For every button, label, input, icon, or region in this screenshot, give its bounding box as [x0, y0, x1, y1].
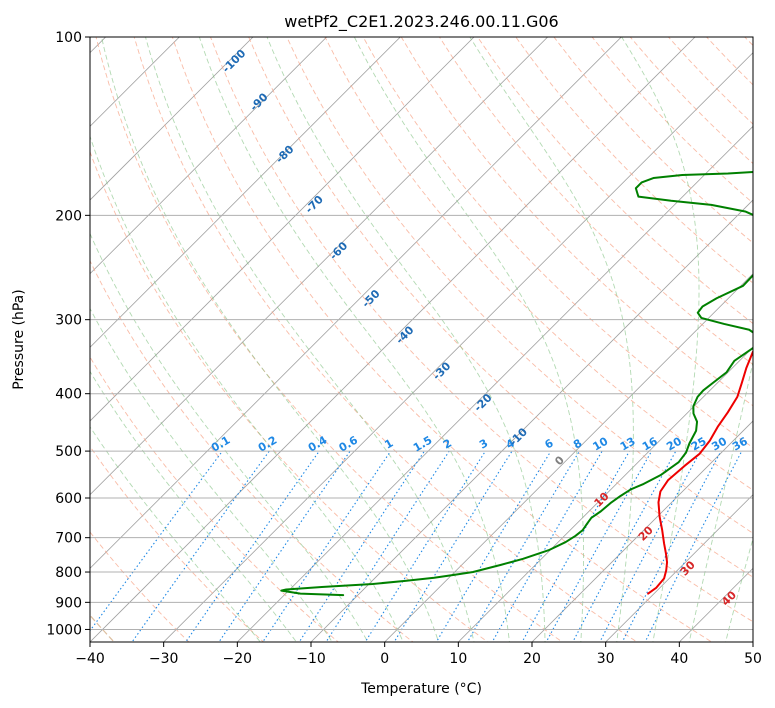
moist-adiabat-line — [725, 536, 753, 642]
x-tick-label: 10 — [449, 651, 467, 667]
isotherm-line — [531, 420, 753, 642]
x-axis-label: Temperature (°C) — [360, 681, 482, 697]
x-tick-label: −40 — [75, 651, 105, 667]
isotherm-line — [384, 273, 753, 642]
dry-adiabat-line — [324, 37, 753, 491]
y-tick-label: 200 — [55, 208, 82, 224]
x-tick-label: 30 — [597, 651, 615, 667]
moist-adiabat-line — [621, 37, 700, 642]
y-tick-label: 900 — [55, 595, 82, 611]
dry-adiabat-line — [439, 37, 753, 365]
isotherm-line — [605, 494, 753, 642]
y-axis-label: Pressure (hPa) — [11, 289, 27, 389]
dry-adiabat-line — [171, 37, 713, 642]
isotherm-line — [310, 199, 753, 642]
y-tick-label: 400 — [55, 387, 82, 403]
chart-title: wetPf2_C2E1.2023.246.00.11.G06 — [284, 12, 558, 32]
x-tick-label: −30 — [149, 651, 179, 667]
plot-frame — [89, 36, 754, 643]
isotherm-line — [90, 37, 328, 275]
x-tick-label: 50 — [744, 651, 762, 667]
profile-series — [280, 171, 753, 597]
y-axis-ticks: 100 200 300 400 500 600 700 800 900 1000 — [46, 30, 90, 638]
x-tick-label: −10 — [296, 651, 326, 667]
dry-adiabat-line — [400, 37, 753, 407]
y-tick-label: 500 — [55, 444, 82, 460]
isotherm-line — [163, 52, 753, 642]
isotherm-line — [90, 37, 622, 569]
moist-adiabat-line — [266, 37, 546, 642]
x-axis-ticks: −40 −30 −20 −10 0 10 20 30 40 50 — [75, 642, 762, 667]
x-tick-label: 40 — [670, 651, 688, 667]
isotherm-line — [236, 125, 753, 642]
y-tick-label: 800 — [55, 565, 82, 581]
moist-adiabat-line — [688, 359, 753, 642]
dewpoint-profile-line — [280, 171, 753, 597]
y-tick-label: 600 — [55, 491, 82, 507]
moist-adiabat-line — [145, 37, 475, 642]
temperature-profile-line — [647, 350, 753, 595]
moist-adiabat-line — [90, 232, 369, 642]
x-tick-label: −20 — [223, 651, 253, 667]
isotherm-line — [90, 37, 401, 348]
y-tick-label: 700 — [55, 531, 82, 547]
y-tick-label: 300 — [55, 313, 82, 329]
isotherm-line — [90, 37, 696, 642]
pressure-gridlines — [90, 37, 753, 630]
isotherm-line — [90, 37, 549, 496]
isotherm-line — [90, 37, 254, 201]
moist-adiabat-line — [101, 37, 440, 642]
x-tick-label: 20 — [523, 651, 541, 667]
x-tick-label: 0 — [380, 651, 389, 667]
isotherm-line — [90, 37, 475, 422]
dry-adiabat-line — [90, 531, 190, 642]
y-tick-label: 1000 — [46, 622, 82, 638]
y-tick-label: 100 — [55, 30, 82, 46]
